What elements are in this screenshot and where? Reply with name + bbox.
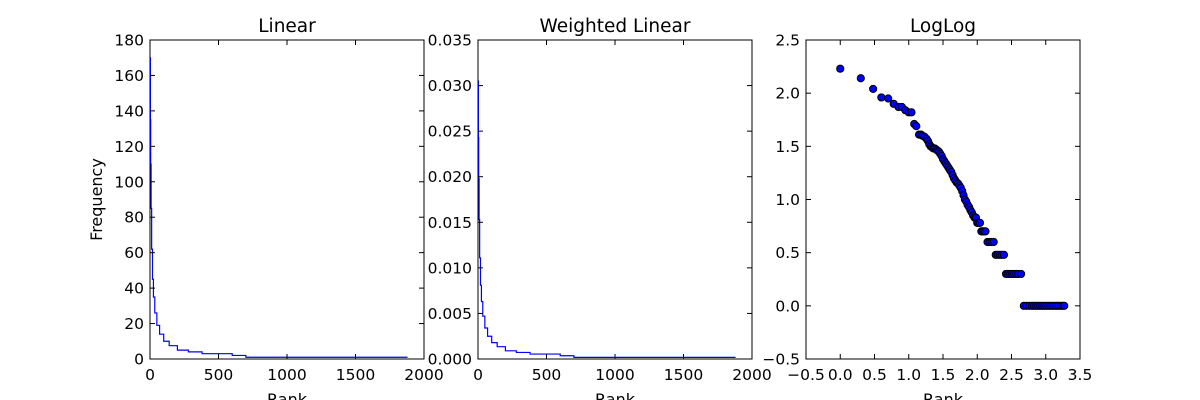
x-tick-label: 1000 [267, 366, 306, 384]
y-tick-label: 0.5 [775, 244, 800, 262]
data-point [999, 250, 1009, 259]
x-tick-label: 1500 [336, 366, 375, 384]
y-tick-label: 0.000 [428, 351, 472, 369]
y-tick-label: 0.010 [428, 259, 472, 277]
y-tick-label: 160 [114, 67, 144, 85]
x-axis-label: Rank [595, 390, 636, 400]
x-tick-label: 1500 [664, 366, 703, 384]
plot-area-frame [477, 39, 753, 360]
x-tick-label: 2000 [404, 366, 443, 384]
x-tick-label: 3.5 [1068, 366, 1093, 384]
x-tick-label: 1.0 [896, 366, 921, 384]
y-tick-label: 120 [114, 138, 144, 156]
x-tick-label: 1.5 [931, 366, 956, 384]
x-tick-label: 500 [532, 366, 562, 384]
linear-chart-panel: 0 500 1000 1500 2000 0 20 40 60 80 100 120 140 160 180… [87, 16, 444, 400]
x-tick-label: 2.0 [965, 366, 990, 384]
y-tick-label: 0.0 [775, 297, 800, 315]
y-tick-label: 100 [114, 173, 144, 191]
y-tick-label: 1.0 [775, 191, 800, 209]
data-point [912, 122, 921, 131]
x-tick-label: 2000 [732, 366, 771, 384]
y-tick-label: 180 [114, 32, 144, 50]
y-tick-label: 60 [124, 244, 144, 262]
weighted-linear-chart-panel: 0 500 1000 1500 2000 0.000 0.005 0.010 0.015 0.02… [428, 16, 772, 400]
loglog-chart-panel: −0.5 0.0 0.5 1.0 1.5 2.0 2.5 3.0 3.5−0.50.00.51.… [762, 16, 1092, 400]
x-tick-label: −0.5 [787, 366, 825, 384]
y-tick-label: 1.5 [775, 138, 800, 156]
chart-title: Weighted Linear [540, 16, 691, 37]
x-tick-label: 500 [204, 366, 234, 384]
y-tick-label: 80 [124, 209, 144, 227]
x-tick-label: 1000 [595, 366, 634, 384]
data-point [907, 108, 916, 117]
data-layer [836, 64, 1069, 310]
y-tick-label: 0.005 [428, 305, 472, 323]
chart-title: LogLog [910, 16, 976, 37]
y-tick-label: 0 [134, 351, 144, 369]
data-layer [150, 57, 408, 358]
x-axis-label: Rank [923, 390, 964, 400]
y-tick-label: 2.0 [775, 85, 800, 103]
data-point [877, 93, 886, 102]
data-point [1016, 269, 1026, 279]
data-point [869, 84, 878, 94]
plot-area-frame [805, 39, 1081, 360]
plot-area-frame [149, 39, 425, 360]
y-tick-label: −0.5 [762, 351, 800, 369]
data-point [856, 74, 865, 83]
data-point [981, 227, 990, 236]
y-tick-label: 0.025 [428, 123, 472, 141]
x-axis-label: Rank [267, 390, 308, 400]
y-tick-label: 0.035 [428, 32, 472, 50]
x-tick-label: 2.5 [999, 366, 1024, 384]
x-tick-label: 0 [473, 366, 483, 384]
x-tick-label: 0.5 [862, 366, 887, 384]
x-tick-label: 0.0 [828, 366, 853, 384]
x-tick-label: 3.0 [1033, 366, 1058, 384]
data-point [989, 237, 998, 247]
data-point [836, 64, 845, 73]
data-point [1060, 301, 1069, 310]
chart-title: Linear [258, 16, 316, 37]
y-axis-label: Frequency [87, 158, 106, 241]
data-point [975, 218, 985, 227]
y-tick-label: 140 [114, 102, 144, 120]
y-tick-label: 0.030 [428, 77, 472, 95]
y-tick-label: 0.020 [428, 168, 472, 186]
data-layer [478, 80, 736, 358]
y-tick-label: 2.5 [775, 32, 800, 50]
y-tick-label: 20 [124, 315, 144, 333]
y-tick-label: 40 [124, 280, 144, 298]
series-line [150, 57, 408, 358]
data-point [884, 94, 893, 103]
y-tick-label: 0.015 [428, 214, 472, 232]
x-tick-label: 0 [145, 366, 155, 384]
series-line [478, 80, 736, 358]
